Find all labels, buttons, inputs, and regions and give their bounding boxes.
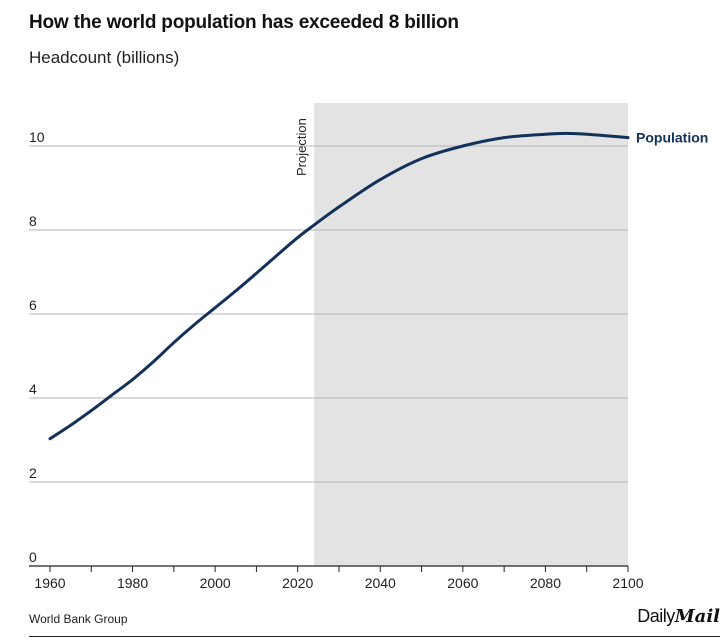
y-tick-label-10: 10	[29, 129, 45, 145]
footer-divider	[29, 636, 720, 637]
y-tick-label-8: 8	[29, 213, 37, 229]
daily-mail-logo: DailyMail	[637, 606, 720, 627]
x-tick-label-2000: 2000	[200, 575, 231, 591]
population-line	[48, 131, 630, 441]
x-tick-label-2020: 2020	[282, 575, 313, 591]
chart-subtitle: Headcount (billions)	[29, 48, 180, 67]
x-tick-label-2100: 2100	[612, 575, 643, 591]
y-tick-label-2: 2	[29, 465, 37, 481]
chart-title: How the world population has exceeded 8 …	[29, 12, 459, 33]
series-label-population: Population	[636, 130, 708, 146]
projection-band	[314, 103, 628, 566]
y-tick-label-0: 0	[29, 549, 37, 565]
source-credit: World Bank Group	[29, 612, 128, 626]
x-tick-label-2080: 2080	[530, 575, 561, 591]
x-tick-label-1980: 1980	[117, 575, 148, 591]
x-tick-label-2060: 2060	[447, 575, 478, 591]
y-tick-label-4: 4	[29, 381, 37, 397]
y-tick-label-6: 6	[29, 297, 37, 313]
x-tick-label-2040: 2040	[365, 575, 396, 591]
x-tick-label-1960: 1960	[34, 575, 65, 591]
projection-label: Projection	[294, 118, 309, 176]
